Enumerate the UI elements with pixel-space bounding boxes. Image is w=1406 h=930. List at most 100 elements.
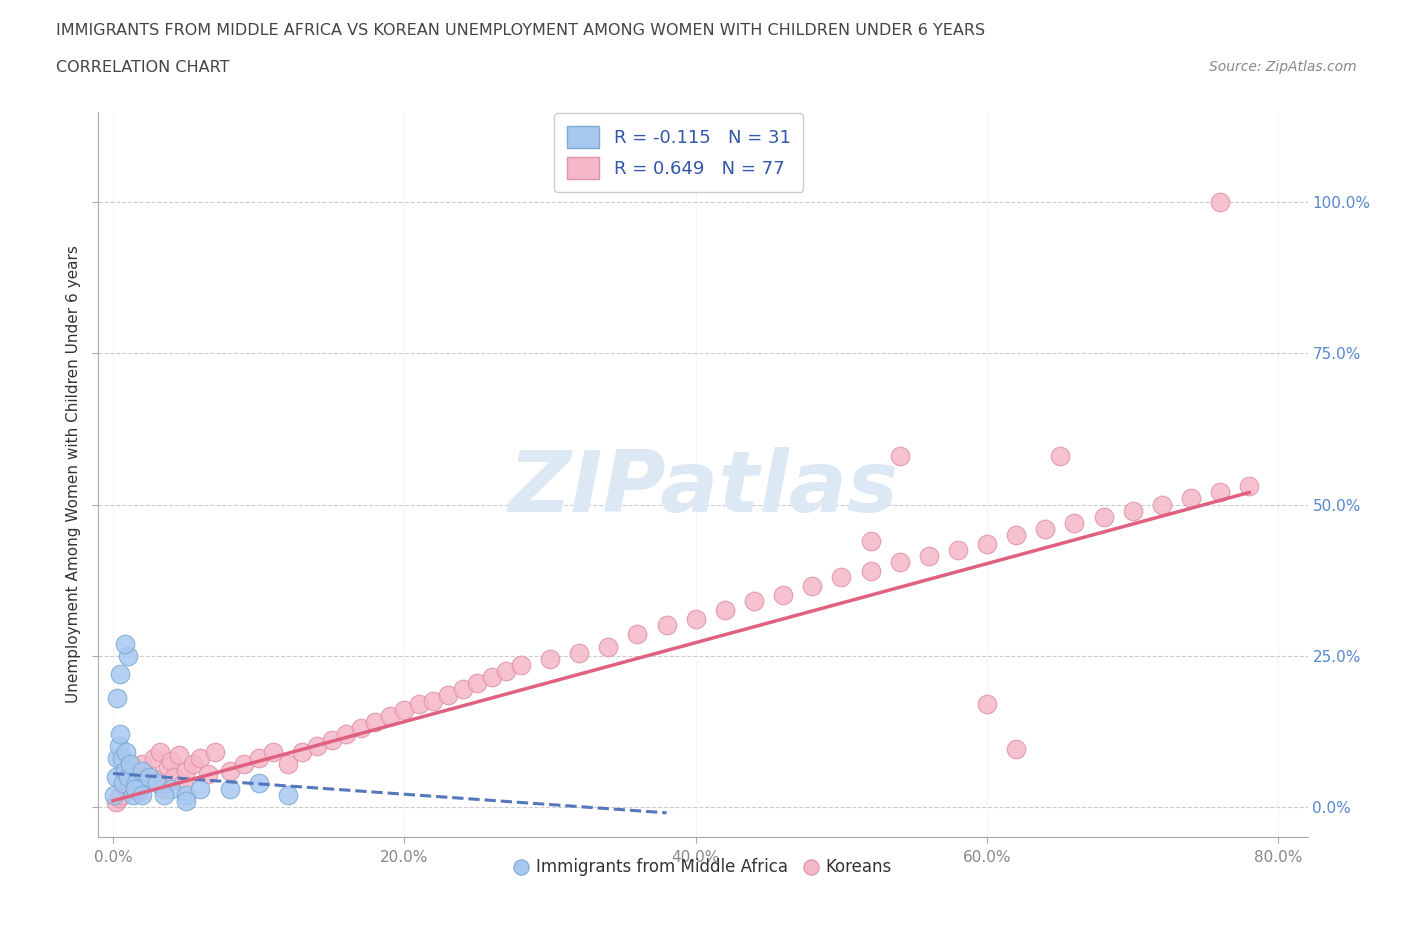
- Point: [110, 666, 132, 681]
- Point: [305, 738, 328, 753]
- Point: [1005, 742, 1028, 757]
- Point: [626, 627, 648, 642]
- Point: [350, 721, 373, 736]
- Point: [889, 554, 911, 569]
- Point: [437, 687, 460, 702]
- Point: [153, 781, 176, 796]
- Point: [128, 784, 150, 799]
- Point: [859, 534, 882, 549]
- Point: [1209, 195, 1232, 210]
- Text: ZIPatlas: ZIPatlas: [508, 447, 898, 530]
- Point: [120, 781, 142, 796]
- Point: [509, 658, 531, 672]
- Point: [291, 745, 314, 760]
- Text: IMMIGRANTS FROM MIDDLE AFRICA VS KOREAN UNEMPLOYMENT AMONG WOMEN WITH CHILDREN U: IMMIGRANTS FROM MIDDLE AFRICA VS KOREAN …: [56, 23, 986, 38]
- Point: [568, 645, 591, 660]
- Point: [115, 745, 138, 760]
- Point: [103, 787, 125, 802]
- Point: [157, 760, 180, 775]
- Point: [364, 714, 387, 729]
- Point: [145, 772, 167, 787]
- Point: [160, 781, 183, 796]
- Point: [465, 675, 488, 690]
- Point: [138, 766, 160, 781]
- Point: [772, 588, 794, 603]
- Point: [117, 769, 139, 784]
- Point: [394, 703, 416, 718]
- Point: [190, 781, 212, 796]
- Point: [142, 751, 165, 766]
- Point: [114, 636, 136, 651]
- Point: [160, 754, 183, 769]
- Point: [174, 793, 197, 808]
- Point: [131, 757, 153, 772]
- Point: [104, 794, 127, 809]
- Point: [174, 763, 197, 777]
- Point: [451, 682, 474, 697]
- Point: [111, 787, 134, 802]
- Point: [172, 776, 194, 790]
- Point: [1092, 510, 1115, 525]
- Point: [481, 670, 503, 684]
- Point: [131, 787, 153, 802]
- Point: [218, 763, 240, 777]
- Point: [122, 787, 145, 802]
- Point: [197, 766, 219, 781]
- Point: [335, 727, 357, 742]
- Point: [167, 748, 190, 763]
- Point: [976, 697, 998, 711]
- Point: [655, 618, 678, 633]
- Point: [1033, 521, 1056, 536]
- Point: [495, 663, 517, 678]
- Point: [117, 769, 139, 784]
- Point: [598, 639, 620, 654]
- Legend: Immigrants from Middle Africa, Koreans: Immigrants from Middle Africa, Koreans: [508, 852, 898, 883]
- Point: [114, 763, 136, 777]
- Point: [153, 787, 176, 802]
- Point: [149, 745, 172, 760]
- Point: [1122, 503, 1144, 518]
- Point: [976, 537, 998, 551]
- Point: [801, 578, 824, 593]
- Point: [204, 745, 226, 760]
- Point: [378, 709, 401, 724]
- Point: [174, 787, 197, 802]
- Point: [117, 648, 139, 663]
- Point: [422, 694, 444, 709]
- Text: CORRELATION CHART: CORRELATION CHART: [56, 60, 229, 75]
- Point: [247, 776, 270, 790]
- Point: [111, 751, 134, 766]
- Point: [120, 757, 142, 772]
- Point: [138, 769, 160, 784]
- Point: [105, 690, 128, 706]
- Point: [889, 449, 911, 464]
- Point: [110, 727, 132, 742]
- Point: [538, 651, 561, 666]
- Point: [134, 776, 156, 790]
- Point: [1239, 479, 1261, 494]
- Point: [918, 549, 941, 564]
- Point: [714, 603, 737, 618]
- Point: [233, 757, 256, 772]
- Point: [181, 757, 204, 772]
- Point: [112, 776, 135, 790]
- Point: [124, 763, 146, 777]
- Point: [277, 757, 299, 772]
- Point: [262, 745, 284, 760]
- Point: [124, 781, 146, 796]
- Point: [145, 776, 167, 790]
- Point: [859, 564, 882, 578]
- Point: [108, 738, 131, 753]
- Point: [125, 776, 148, 790]
- Point: [1063, 515, 1085, 530]
- Point: [105, 751, 128, 766]
- Point: [1005, 527, 1028, 542]
- Point: [104, 769, 127, 784]
- Text: Source: ZipAtlas.com: Source: ZipAtlas.com: [1209, 60, 1357, 74]
- Point: [114, 778, 136, 793]
- Point: [321, 733, 343, 748]
- Point: [1049, 449, 1071, 464]
- Point: [830, 569, 852, 585]
- Point: [408, 697, 430, 711]
- Point: [1150, 498, 1173, 512]
